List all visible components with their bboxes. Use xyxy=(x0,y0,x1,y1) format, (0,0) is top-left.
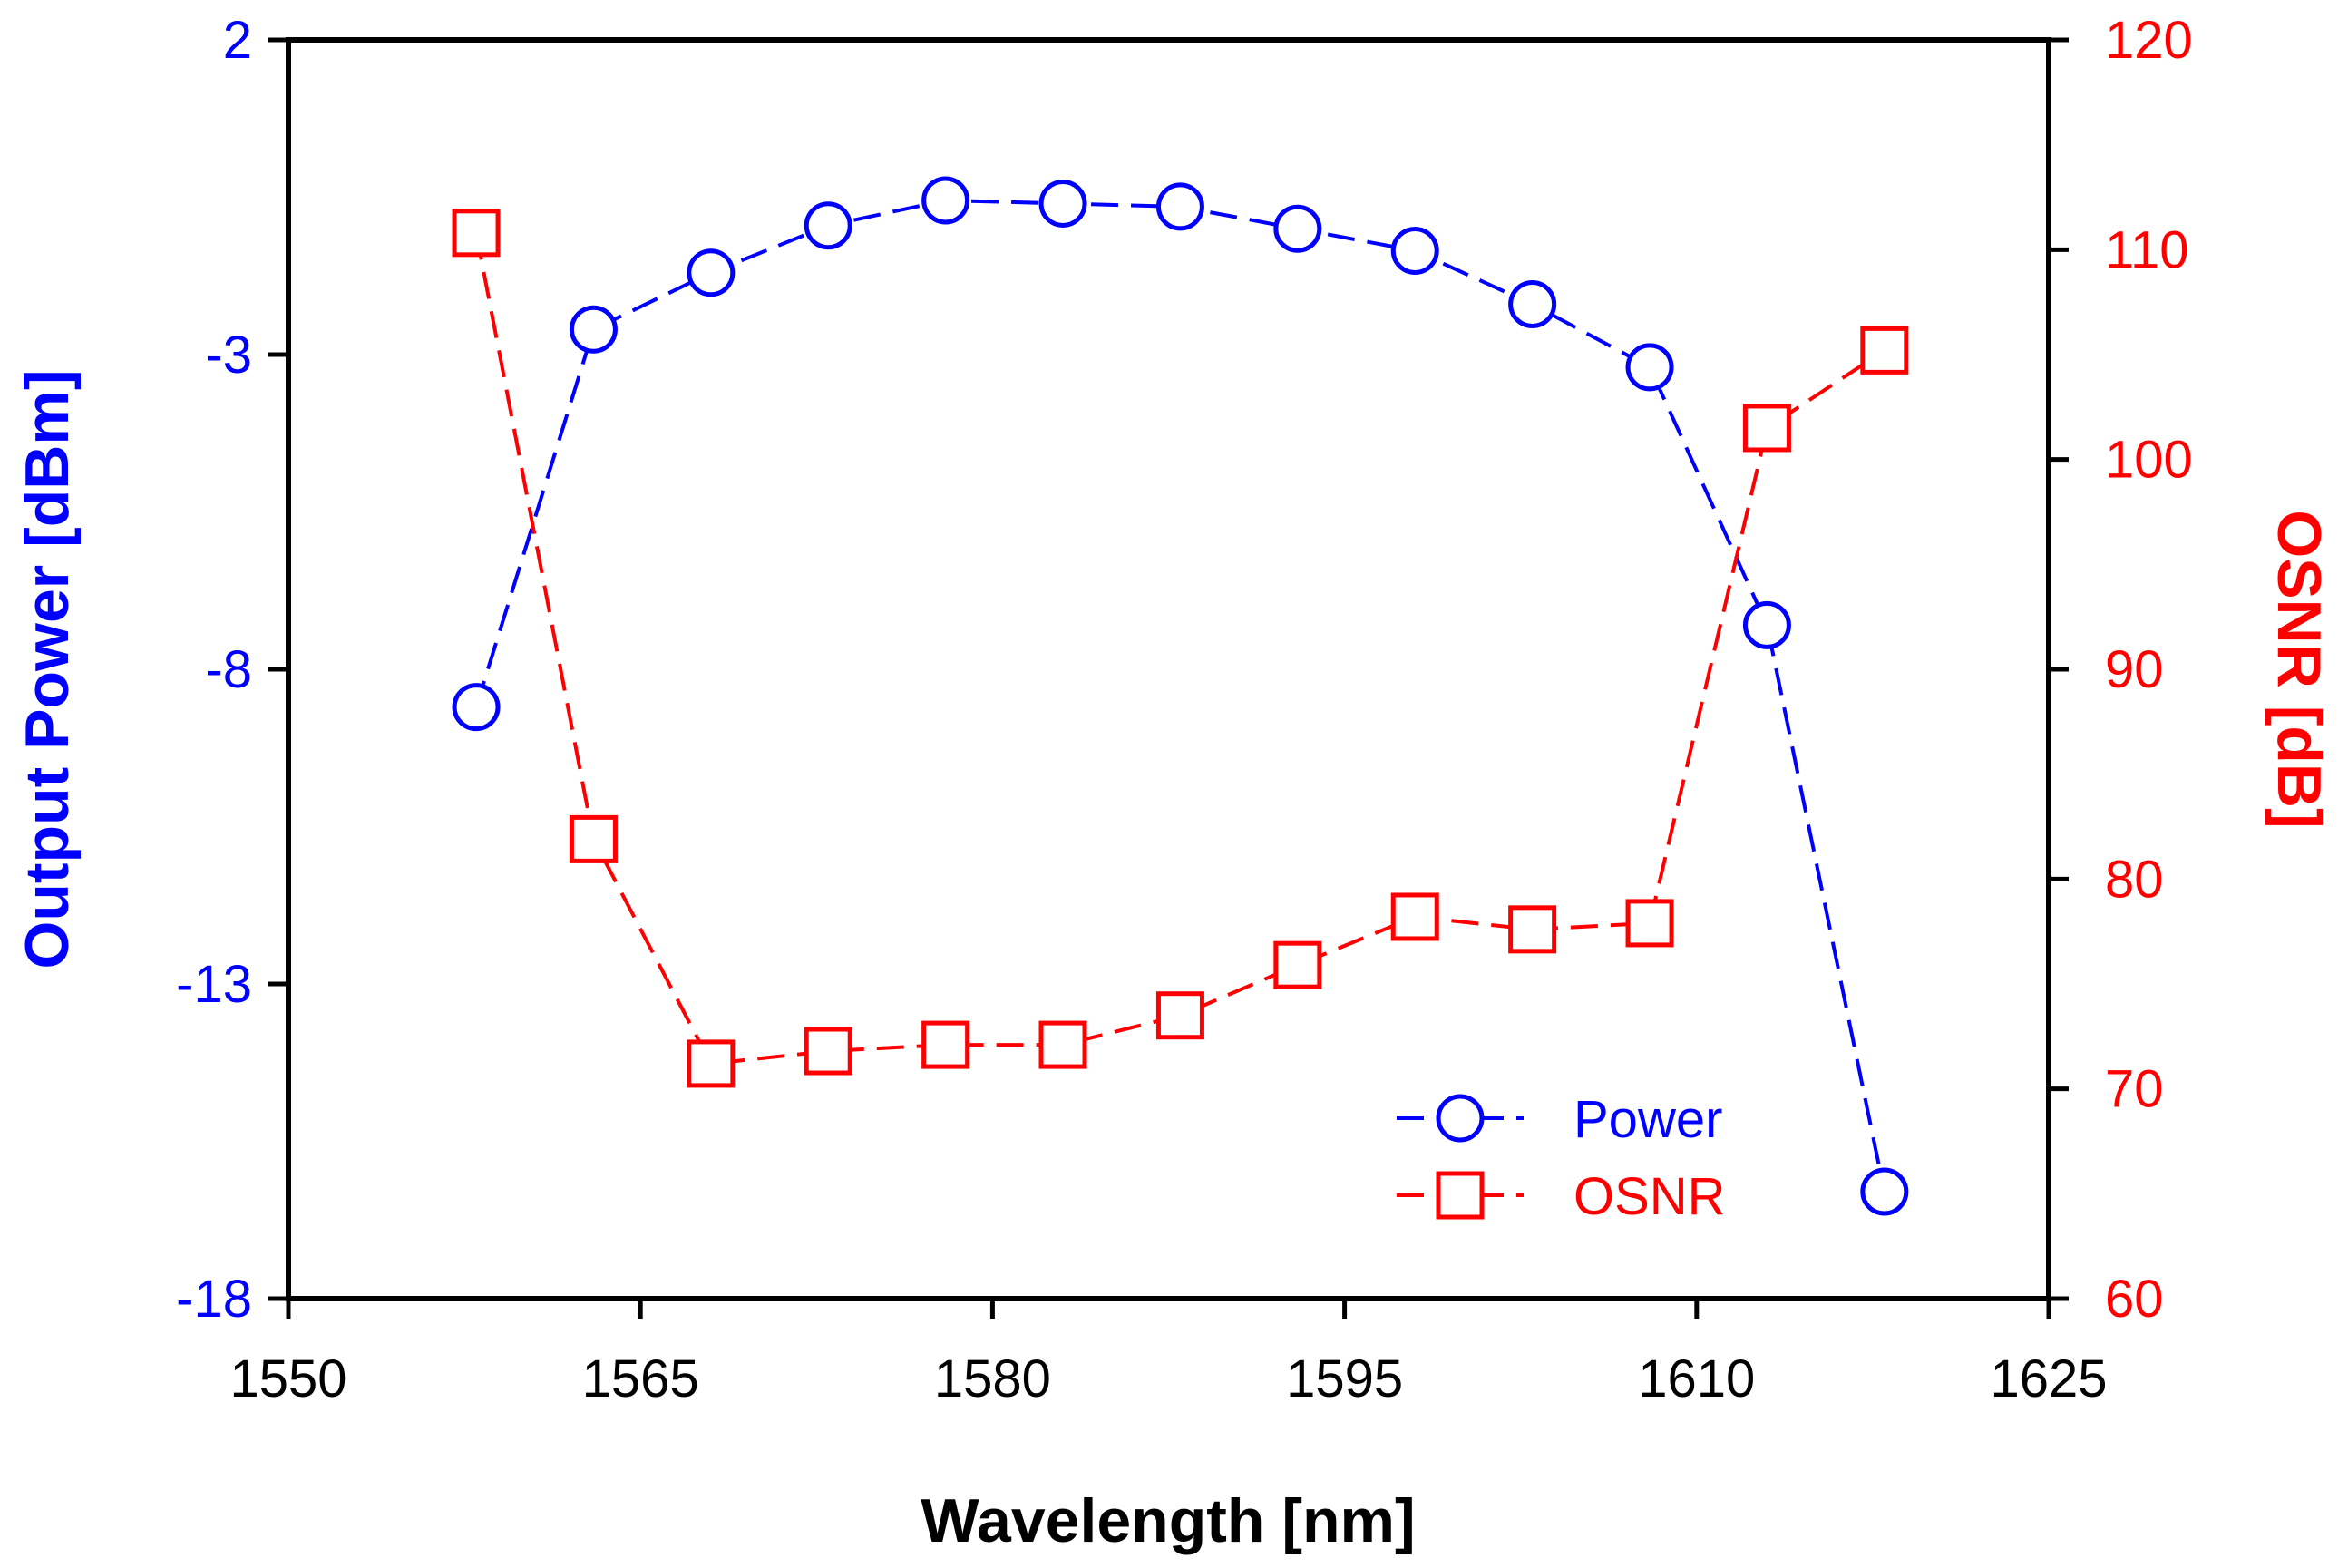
right-y-tick-label: 90 xyxy=(2105,640,2164,699)
left-y-tick-label: -18 xyxy=(176,1270,252,1329)
right-y-tick-label: 100 xyxy=(2105,431,2193,490)
power-data-point xyxy=(804,201,852,250)
x-tick-label: 1565 xyxy=(582,1349,699,1408)
left-y-axis-ticks: 2 -3 -8 -13 -18 xyxy=(176,11,288,1329)
power-data-point xyxy=(1038,179,1087,228)
right-y-tick-label: 60 xyxy=(2105,1270,2164,1329)
x-tick-label: 1595 xyxy=(1286,1349,1403,1408)
legend-osnr-marker xyxy=(1436,1171,1485,1220)
osnr-data-point xyxy=(1508,905,1557,954)
osnr-data-point xyxy=(804,1027,852,1076)
series-markers xyxy=(452,176,1909,1216)
osnr-data-point xyxy=(1860,326,1909,375)
right-y-tick-label: 120 xyxy=(2105,11,2193,70)
legend: Power OSNR xyxy=(1397,1090,1726,1226)
legend-osnr-label: OSNR xyxy=(1573,1167,1726,1226)
x-tick-label: 1550 xyxy=(229,1349,346,1408)
power-data-point xyxy=(1742,600,1791,649)
osnr-data-point xyxy=(1155,991,1204,1040)
x-axis-ticks: 1550 1565 1580 1595 1610 1625 xyxy=(229,1299,2108,1408)
osnr-data-point xyxy=(452,209,501,258)
right-y-axis-title: OSNR [dB] xyxy=(2265,510,2333,828)
left-y-tick-label: 2 xyxy=(223,11,252,70)
legend-power-marker xyxy=(1436,1094,1485,1143)
power-data-point xyxy=(1390,226,1439,275)
osnr-data-point xyxy=(569,814,618,863)
right-y-tick-label: 80 xyxy=(2105,850,2164,909)
osnr-data-point xyxy=(687,1039,736,1088)
right-y-tick-label: 110 xyxy=(2105,220,2188,279)
power-data-point xyxy=(1860,1167,1909,1216)
osnr-data-point xyxy=(1390,892,1439,941)
x-tick-label: 1610 xyxy=(1638,1349,1755,1408)
osnr-data-point xyxy=(1038,1020,1087,1069)
power-data-point xyxy=(687,248,736,297)
power-data-point xyxy=(1625,343,1674,392)
left-y-tick-label: -8 xyxy=(205,640,252,699)
x-axis-title: Wavelength [nm] xyxy=(921,1486,1415,1555)
left-y-tick-label: -3 xyxy=(205,326,252,385)
legend-power-label: Power xyxy=(1573,1090,1722,1149)
right-y-tick-label: 70 xyxy=(2105,1060,2164,1119)
left-y-axis-title: Output Power [dBm] xyxy=(13,369,82,969)
power-data-point xyxy=(1508,279,1557,328)
power-data-point xyxy=(569,305,618,354)
power-data-point xyxy=(921,176,970,225)
x-tick-label: 1625 xyxy=(1990,1349,2107,1408)
power-data-point xyxy=(452,683,501,732)
osnr-data-point xyxy=(1273,940,1322,989)
x-tick-label: 1580 xyxy=(934,1349,1051,1408)
power-data-point xyxy=(1273,204,1322,253)
power-data-point xyxy=(1155,182,1204,231)
left-y-tick-label: -13 xyxy=(176,955,252,1014)
right-y-axis-ticks: 120 110 100 90 80 70 60 xyxy=(2049,11,2193,1329)
osnr-data-point xyxy=(1625,899,1674,948)
osnr-data-point xyxy=(921,1020,970,1069)
osnr-data-point xyxy=(1742,404,1791,453)
